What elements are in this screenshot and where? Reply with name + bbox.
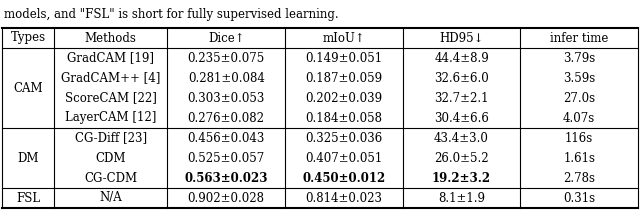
Text: 0.563±0.023: 0.563±0.023 bbox=[184, 172, 268, 184]
Text: 3.79s: 3.79s bbox=[563, 52, 595, 64]
Text: GradCAM++ [4]: GradCAM++ [4] bbox=[61, 71, 161, 85]
Text: Methods: Methods bbox=[85, 32, 137, 45]
Text: 0.184±0.058: 0.184±0.058 bbox=[305, 112, 382, 124]
Text: 32.7±2.1: 32.7±2.1 bbox=[435, 92, 489, 105]
Text: 8.1±1.9: 8.1±1.9 bbox=[438, 191, 485, 205]
Text: 0.902±0.028: 0.902±0.028 bbox=[188, 191, 265, 205]
Text: CG-Diff [23]: CG-Diff [23] bbox=[75, 131, 147, 145]
Text: 0.325±0.036: 0.325±0.036 bbox=[305, 131, 383, 145]
Text: 0.814±0.023: 0.814±0.023 bbox=[305, 191, 382, 205]
Text: 3.59s: 3.59s bbox=[563, 71, 595, 85]
Text: HD95↓: HD95↓ bbox=[439, 32, 484, 45]
Text: ScoreCAM [22]: ScoreCAM [22] bbox=[65, 92, 157, 105]
Text: DM: DM bbox=[17, 152, 39, 165]
Text: CAM: CAM bbox=[13, 81, 43, 95]
Text: Types: Types bbox=[10, 32, 45, 45]
Text: LayerCAM [12]: LayerCAM [12] bbox=[65, 112, 156, 124]
Text: 32.6±6.0: 32.6±6.0 bbox=[434, 71, 489, 85]
Text: mIoU↑: mIoU↑ bbox=[323, 32, 365, 45]
Text: 1.61s: 1.61s bbox=[563, 152, 595, 165]
Text: models, and "FSL" is short for fully supervised learning.: models, and "FSL" is short for fully sup… bbox=[4, 8, 339, 21]
Text: 0.450±0.012: 0.450±0.012 bbox=[302, 172, 385, 184]
Text: 0.525±0.057: 0.525±0.057 bbox=[188, 152, 265, 165]
Text: GradCAM [19]: GradCAM [19] bbox=[67, 52, 154, 64]
Text: 0.276±0.082: 0.276±0.082 bbox=[188, 112, 265, 124]
Text: 19.2±3.2: 19.2±3.2 bbox=[432, 172, 491, 184]
Text: 116s: 116s bbox=[565, 131, 593, 145]
Text: 0.456±0.043: 0.456±0.043 bbox=[188, 131, 265, 145]
Text: 27.0s: 27.0s bbox=[563, 92, 595, 105]
Text: 0.407±0.051: 0.407±0.051 bbox=[305, 152, 383, 165]
Text: 0.202±0.039: 0.202±0.039 bbox=[305, 92, 383, 105]
Text: 2.78s: 2.78s bbox=[563, 172, 595, 184]
Text: 4.07s: 4.07s bbox=[563, 112, 595, 124]
Text: 30.4±6.6: 30.4±6.6 bbox=[434, 112, 489, 124]
Text: CDM: CDM bbox=[95, 152, 126, 165]
Text: 0.303±0.053: 0.303±0.053 bbox=[188, 92, 265, 105]
Text: CG-CDM: CG-CDM bbox=[84, 172, 138, 184]
Text: 44.4±8.9: 44.4±8.9 bbox=[434, 52, 489, 64]
Text: 0.235±0.075: 0.235±0.075 bbox=[188, 52, 265, 64]
Text: N/A: N/A bbox=[99, 191, 122, 205]
Text: 26.0±5.2: 26.0±5.2 bbox=[434, 152, 489, 165]
Text: FSL: FSL bbox=[16, 191, 40, 205]
Text: 0.149±0.051: 0.149±0.051 bbox=[305, 52, 383, 64]
Text: 0.187±0.059: 0.187±0.059 bbox=[305, 71, 383, 85]
Text: infer time: infer time bbox=[550, 32, 609, 45]
Text: 0.31s: 0.31s bbox=[563, 191, 595, 205]
Text: 0.281±0.084: 0.281±0.084 bbox=[188, 71, 264, 85]
Text: 43.4±3.0: 43.4±3.0 bbox=[434, 131, 489, 145]
Text: Dice↑: Dice↑ bbox=[208, 32, 244, 45]
